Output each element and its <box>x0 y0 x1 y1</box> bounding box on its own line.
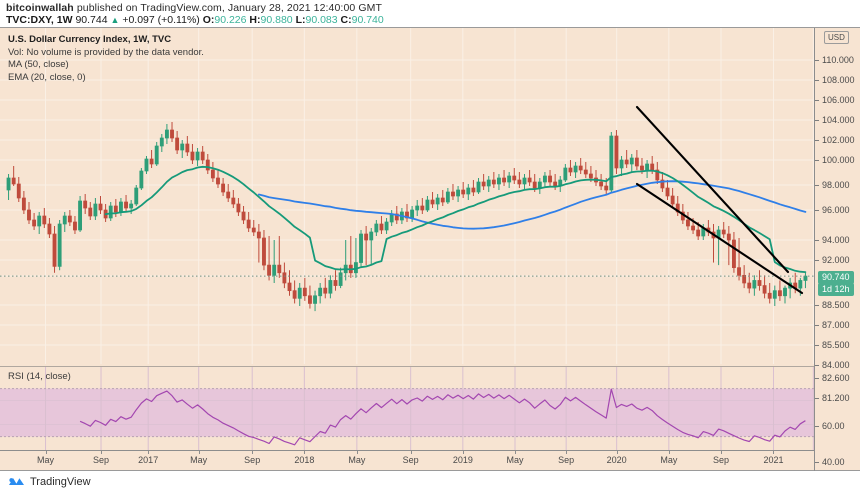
time-tick <box>101 451 103 454</box>
high-key: H: <box>249 14 261 26</box>
price-tick-label: 104.000 <box>815 115 855 125</box>
time-axis-label: Sep <box>712 455 729 465</box>
price-tick-label: 108.000 <box>815 75 855 85</box>
price-tick-label: 100.000 <box>815 155 855 165</box>
time-axis-label: Sep <box>244 455 261 465</box>
close-key: C: <box>340 14 352 26</box>
price-axis[interactable]: USD 90.740 1d 12h 110.000 108.000 106.000 1… <box>815 28 860 471</box>
time-tick <box>616 451 618 454</box>
price-tick-label: 88.500 <box>815 300 850 310</box>
time-axis-label: 2020 <box>606 455 627 465</box>
price-pane[interactable]: U.S. Dollar Currency Index, 1W, TVC Vol:… <box>0 28 814 364</box>
price-tick-label: 102.000 <box>815 135 855 145</box>
time-tick <box>773 451 775 454</box>
up-arrow-icon: ▲ <box>110 15 120 25</box>
last-price: 90.744 <box>75 14 108 26</box>
time-axis-label: May <box>348 455 366 465</box>
time-axis-label: Sep <box>558 455 575 465</box>
tradingview-logo-icon <box>9 478 24 485</box>
price-tick-label: 82.600 <box>815 373 850 383</box>
attribution-line: bitcoinwallah published on TradingView.c… <box>6 2 382 14</box>
time-axis-label: May <box>37 455 55 465</box>
time-tick <box>462 451 464 454</box>
time-axis-label: Sep <box>402 455 419 465</box>
time-tick <box>566 451 568 454</box>
time-tick <box>514 451 516 454</box>
rsi-chart-canvas[interactable] <box>0 367 814 451</box>
price-tick-label: 98.000 <box>815 180 850 190</box>
time-axis-label: May <box>190 455 208 465</box>
change-value: +0.097 (+0.11%) <box>122 14 200 26</box>
open-key: O: <box>202 14 215 26</box>
price-tick-label: 110.000 <box>815 55 854 65</box>
low-value: 90.083 <box>305 14 338 26</box>
tradingview-logo[interactable]: TradingView <box>8 476 91 488</box>
chart-frame: U.S. Dollar Currency Index, 1W, TVC Vol:… <box>0 27 860 471</box>
price-tick-label: 87.000 <box>815 320 850 330</box>
rsi-tick-label: 60.00 <box>815 421 845 431</box>
symbol-label[interactable]: TVC:DXY, 1W <box>6 14 73 26</box>
time-tick <box>45 451 47 454</box>
time-tick <box>198 451 200 454</box>
attribution-rest: published on TradingView.com, January 28… <box>73 2 382 14</box>
time-axis-label: May <box>660 455 678 465</box>
currency-badge: USD <box>824 31 849 44</box>
time-tick <box>252 451 254 454</box>
rsi-pane[interactable]: RSI (14, close) <box>0 366 814 451</box>
rsi-tick-label: 40.00 <box>815 457 845 467</box>
time-tick <box>304 451 306 454</box>
time-tick <box>668 451 670 454</box>
quote-strip: TVC:DXY, 1W 90.744 ▲ +0.097 (+0.11%) O:9… <box>6 14 384 26</box>
time-axis-separator <box>0 450 814 451</box>
price-tick-label: 94.000 <box>815 235 850 245</box>
time-tick <box>148 451 150 454</box>
countdown-badge: 1d 12h <box>818 283 854 296</box>
time-tick <box>356 451 358 454</box>
price-tick-label: 106.000 <box>815 95 855 105</box>
rsi-legend[interactable]: RSI (14, close) <box>8 371 71 382</box>
time-tick <box>410 451 412 454</box>
time-tick <box>720 451 722 454</box>
price-tick-label: 85.500 <box>815 340 850 350</box>
open-value: 90.226 <box>214 14 247 26</box>
current-price-badge: 90.740 <box>818 271 854 284</box>
price-tick-label: 96.000 <box>815 205 850 215</box>
low-key: L: <box>295 14 306 26</box>
footer: TradingView <box>0 471 860 498</box>
price-tick-label: 81.200 <box>815 393 850 403</box>
attribution-author: bitcoinwallah <box>6 2 74 14</box>
time-axis-label: 2019 <box>452 455 473 465</box>
time-axis-label: May <box>506 455 524 465</box>
time-axis-label: 2017 <box>138 455 159 465</box>
price-axis-separator <box>814 28 815 471</box>
high-value: 90.880 <box>260 14 293 26</box>
time-axis-label: 2021 <box>763 455 784 465</box>
time-axis[interactable]: May Sep 2017 May Sep 2018 May Sep 2019 May Sep 2020… <box>0 451 814 471</box>
tradingview-brand-label: TradingView <box>30 476 91 488</box>
close-value: 90.740 <box>351 14 384 26</box>
time-axis-label: Sep <box>93 455 110 465</box>
price-tick-label: 92.000 <box>815 255 850 265</box>
price-chart-canvas[interactable] <box>0 28 814 364</box>
price-tick-label: 84.000 <box>815 360 850 370</box>
time-axis-label: 2018 <box>294 455 315 465</box>
